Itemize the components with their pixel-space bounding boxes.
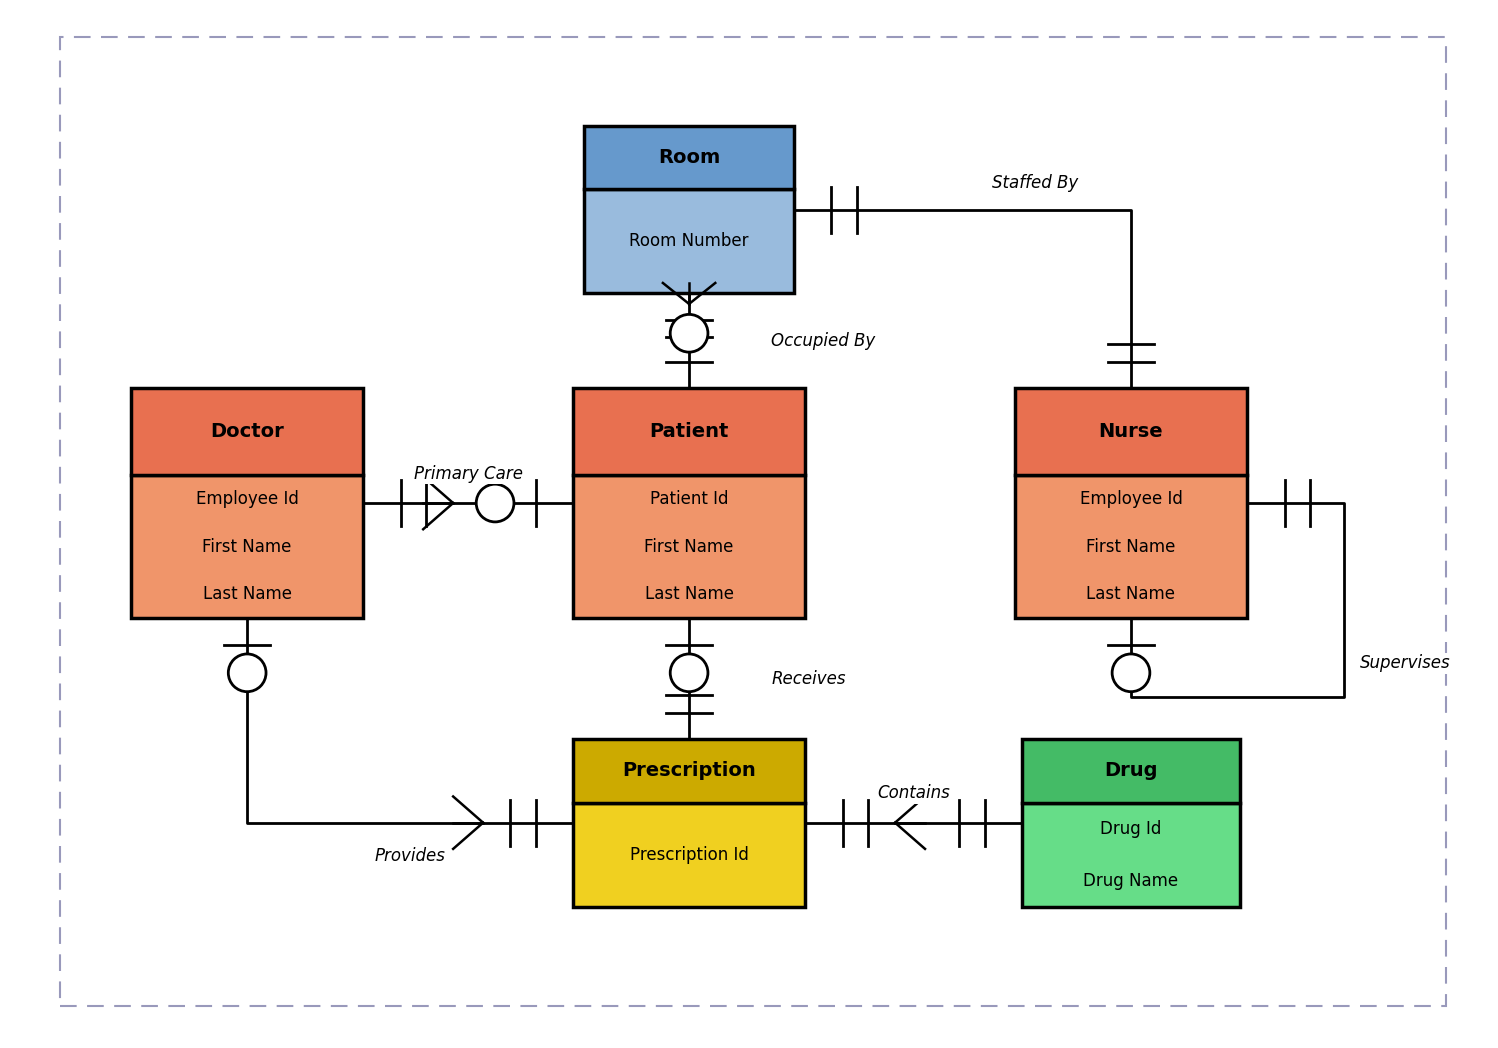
Text: First Name: First Name — [1086, 538, 1176, 555]
Bar — [572, 476, 806, 618]
Text: Drug Id: Drug Id — [1101, 820, 1161, 837]
Text: Staffed By: Staffed By — [993, 174, 1079, 193]
Text: First Name: First Name — [202, 538, 292, 555]
Text: Prescription Id: Prescription Id — [629, 846, 749, 864]
Text: Doctor: Doctor — [210, 422, 285, 441]
Text: Prescription: Prescription — [622, 761, 756, 780]
Ellipse shape — [670, 314, 709, 352]
Ellipse shape — [1112, 654, 1150, 692]
Bar — [584, 126, 794, 190]
Text: Last Name: Last Name — [202, 586, 292, 604]
Text: Nurse: Nurse — [1098, 422, 1164, 441]
Ellipse shape — [228, 654, 267, 692]
Text: Occupied By: Occupied By — [771, 331, 876, 350]
Text: Patient: Patient — [650, 422, 728, 441]
Bar — [1022, 803, 1240, 907]
Text: Supervises: Supervises — [1360, 654, 1450, 673]
Bar — [584, 190, 794, 293]
Bar — [1016, 476, 1246, 618]
Ellipse shape — [476, 484, 514, 522]
Bar — [1016, 388, 1246, 476]
Bar — [572, 803, 806, 907]
Text: Provides: Provides — [374, 847, 445, 866]
Text: Receives: Receives — [771, 670, 846, 687]
Text: Room Number: Room Number — [629, 233, 749, 250]
Text: First Name: First Name — [644, 538, 734, 555]
Bar — [132, 476, 363, 618]
Text: Employee Id: Employee Id — [196, 490, 298, 508]
Text: Primary Care: Primary Care — [413, 464, 523, 483]
Text: Drug Name: Drug Name — [1083, 872, 1179, 890]
Text: Drug: Drug — [1104, 761, 1158, 780]
Text: Patient Id: Patient Id — [650, 490, 728, 508]
Bar — [132, 388, 363, 476]
Text: Employee Id: Employee Id — [1080, 490, 1182, 508]
Text: Contains: Contains — [878, 784, 950, 803]
Text: Last Name: Last Name — [644, 586, 734, 604]
Text: Last Name: Last Name — [1086, 586, 1176, 604]
Bar — [572, 388, 806, 476]
Bar — [1022, 739, 1240, 803]
Text: Room: Room — [658, 148, 721, 167]
Bar — [572, 739, 806, 803]
Ellipse shape — [670, 654, 709, 692]
